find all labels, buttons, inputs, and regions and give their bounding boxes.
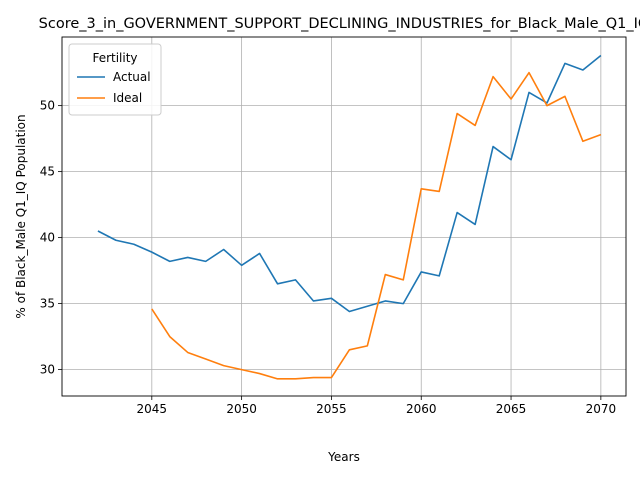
y-tick-label: 40 xyxy=(40,231,55,245)
x-tick-label: 2065 xyxy=(496,402,527,416)
legend-label-ideal: Ideal xyxy=(113,91,142,105)
y-tick-label: 35 xyxy=(40,297,55,311)
y-tick-label: 45 xyxy=(40,165,55,179)
x-tick-label: 2055 xyxy=(316,402,347,416)
legend-items: Actual Ideal xyxy=(77,70,151,105)
series-lines xyxy=(97,54,602,380)
x-tick-label: 2060 xyxy=(406,402,437,416)
x-tick-label: 2050 xyxy=(226,402,257,416)
x-axis-label: Years xyxy=(327,450,360,464)
legend-title: Fertility xyxy=(92,51,137,65)
plot-frame xyxy=(61,36,627,397)
x-tick-label: 2070 xyxy=(586,402,617,416)
chart-title: Score_3_in_GOVERNMENT_SUPPORT_DECLINING_… xyxy=(39,16,640,32)
legend: Fertility Actual Ideal xyxy=(68,43,162,116)
series-line-actual xyxy=(97,54,602,313)
y-axis-ticks: 30 35 40 45 50 xyxy=(40,99,62,377)
x-tick-label: 2045 xyxy=(137,402,168,416)
x-axis-ticks: 2045 2050 2055 2060 2065 2070 xyxy=(137,396,617,416)
y-tick-label: 50 xyxy=(40,99,55,113)
series-line-ideal xyxy=(151,71,602,380)
y-tick-label: 30 xyxy=(40,363,55,377)
legend-label-actual: Actual xyxy=(113,70,151,84)
y-axis-label: % of Black_Male Q1_IQ Population xyxy=(14,114,28,318)
